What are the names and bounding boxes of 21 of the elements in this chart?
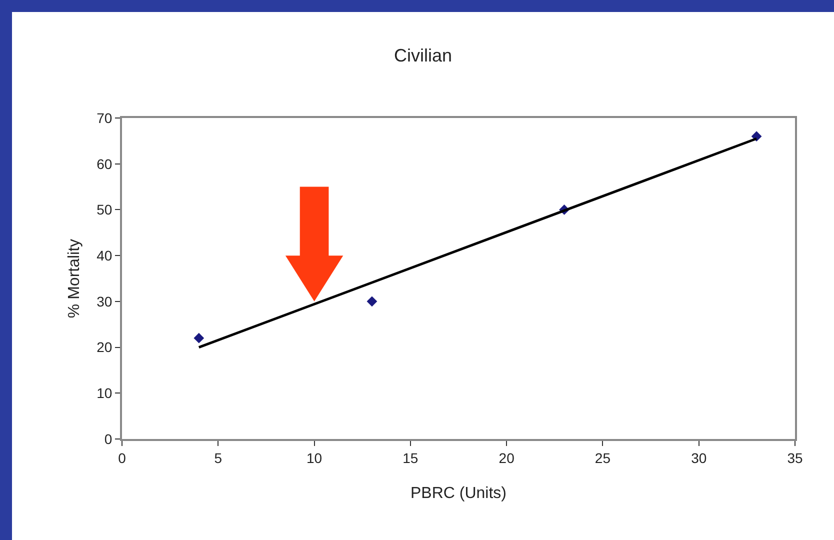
y-tick-label: 60 bbox=[96, 156, 112, 172]
x-tick-label: 30 bbox=[691, 450, 707, 466]
y-axis-title: % Mortality bbox=[66, 238, 83, 318]
x-tick-label: 15 bbox=[402, 450, 418, 466]
x-tick-label: 5 bbox=[214, 450, 222, 466]
point bbox=[194, 332, 204, 344]
x-tick-label: 0 bbox=[118, 450, 126, 466]
x-tick-label: 20 bbox=[498, 450, 515, 466]
y-tick-label: 0 bbox=[104, 430, 112, 447]
y-tick-label: 10 bbox=[96, 385, 112, 402]
x-axis-title: PBRC (Units) bbox=[410, 485, 507, 502]
x-tick-label: 35 bbox=[787, 450, 803, 466]
y-tick-label: 40 bbox=[96, 247, 112, 264]
point bbox=[366, 296, 378, 307]
y-tick-label: 30 bbox=[96, 293, 112, 310]
y-tick-label: 50 bbox=[96, 202, 112, 218]
x-tick-label: 25 bbox=[594, 450, 611, 466]
chart-title: Civilian bbox=[394, 46, 452, 66]
y-tick-label: 70 bbox=[96, 110, 112, 126]
y-tick-label: 20 bbox=[96, 339, 112, 356]
x-tick-label: 10 bbox=[306, 450, 322, 466]
